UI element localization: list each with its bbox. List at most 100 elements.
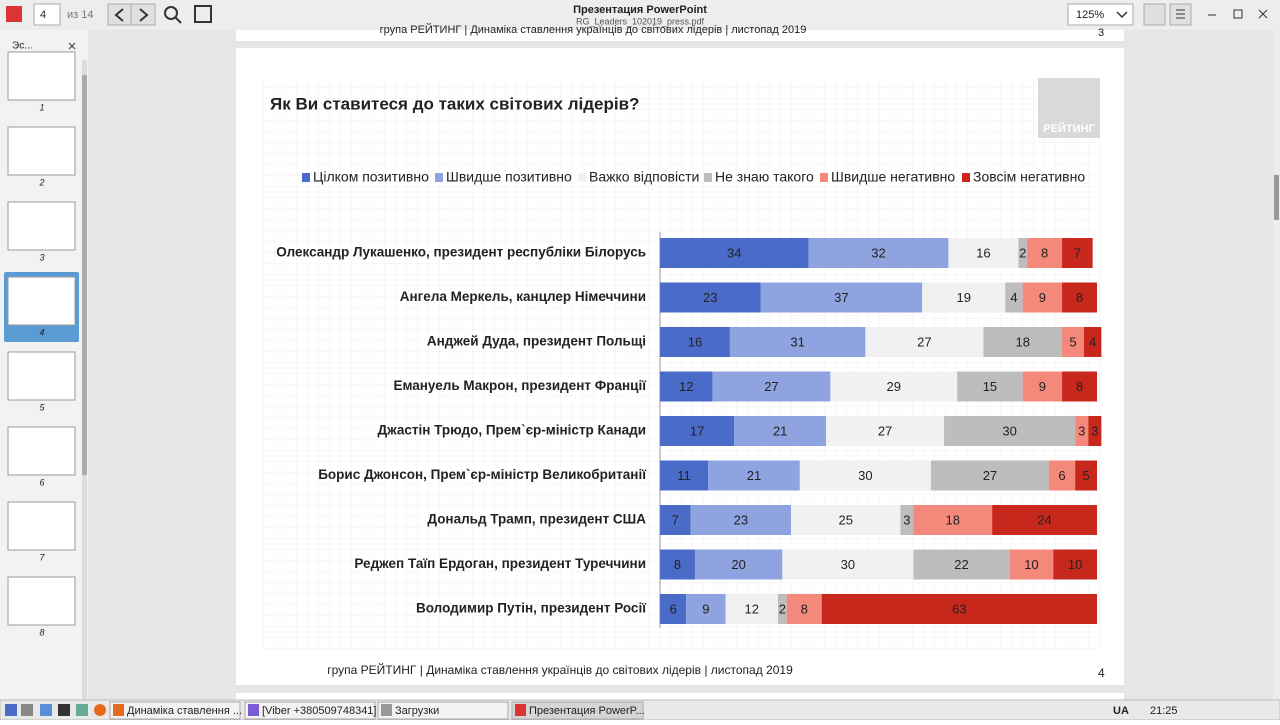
launcher-icon[interactable] (94, 704, 106, 716)
value-label: 21 (747, 468, 761, 483)
bar-segment (1022, 371, 1063, 402)
task-button[interactable] (109, 701, 241, 720)
value-label: 23 (703, 290, 717, 305)
thumbnail[interactable] (7, 201, 76, 251)
bar-segment (660, 460, 709, 491)
bar-segment (900, 505, 914, 535)
search-button[interactable] (164, 6, 178, 20)
file-name: RG_Leaders_102019_press.pdf (576, 16, 705, 26)
sidebar-scroll-thumb[interactable] (82, 75, 87, 475)
value-label: 37 (834, 290, 848, 305)
zoom-select[interactable] (1067, 3, 1134, 26)
bar-segment (992, 505, 1097, 535)
bar-segment (686, 594, 726, 624)
thumbnail-label: 4 (39, 327, 44, 337)
next-button[interactable] (130, 3, 156, 26)
value-label: 63 (952, 601, 966, 616)
bar-segment (660, 549, 695, 580)
bar-segment (791, 505, 901, 535)
bar-segment (1083, 327, 1102, 357)
thumbnail[interactable] (7, 501, 76, 551)
edit-button[interactable] (194, 5, 212, 23)
task-icon (515, 704, 526, 716)
launcher-icon[interactable] (21, 704, 33, 716)
main-scroll-thumb[interactable] (1274, 175, 1279, 220)
bar-segment (913, 505, 993, 535)
menu-icon (1176, 9, 1185, 19)
value-label: 11 (677, 468, 691, 483)
value-label: 24 (1037, 512, 1051, 527)
bar-segment (948, 238, 1019, 268)
value-label: 27 (878, 423, 892, 438)
close-button[interactable] (1258, 9, 1268, 19)
bar-segment (983, 327, 1063, 357)
legend-label: Швидше негативно (831, 169, 955, 185)
thumbnail[interactable] (7, 276, 76, 326)
value-label: 10 (1024, 557, 1038, 572)
category-label: Олександр Лукашенко, президент республік… (276, 245, 646, 260)
task-button[interactable] (511, 701, 644, 720)
settings-button[interactable] (1143, 3, 1166, 26)
clock: 21:25 (1150, 705, 1178, 717)
legend-label: Зовсім негативно (973, 169, 1085, 185)
bar-segment (777, 594, 787, 624)
launcher-icon[interactable] (76, 704, 88, 716)
thumbnail[interactable] (7, 126, 76, 176)
value-label: 27 (764, 379, 778, 394)
thumbnail-label: 7 (39, 552, 45, 562)
thumbnail[interactable] (7, 51, 76, 101)
bar-segment (660, 416, 735, 446)
category-label: Анджей Дуда, президент Польщі (427, 334, 646, 349)
bar-segment (725, 594, 778, 624)
sidebar-close[interactable] (68, 42, 76, 50)
bar-segment (708, 460, 800, 491)
category-label: Володимир Путін, президент Росії (416, 601, 647, 616)
bar-segment (660, 238, 809, 268)
value-label: 30 (858, 468, 872, 483)
bar-segment (1053, 549, 1097, 580)
bar-segment (1005, 282, 1023, 313)
value-label: 7 (672, 512, 679, 527)
launcher-icon[interactable] (40, 704, 52, 716)
value-label: 32 (871, 245, 885, 260)
value-label: 31 (790, 334, 804, 349)
bar-segment (1062, 238, 1093, 268)
value-label: 19 (956, 290, 970, 305)
page-input[interactable] (33, 3, 61, 26)
legend-swatch (302, 173, 310, 182)
thumbnail[interactable] (7, 426, 76, 476)
value-label: 7 (1074, 245, 1081, 260)
category-label: Ангела Меркель, канцлер Німеччини (400, 289, 646, 304)
bar-segment (712, 371, 831, 402)
page-number: 4 (40, 9, 46, 21)
launcher-icon[interactable] (58, 704, 70, 716)
task-button[interactable] (244, 701, 376, 720)
thumbnail[interactable] (7, 576, 76, 626)
thumbnail[interactable] (7, 351, 76, 401)
task-icon (113, 704, 124, 716)
sidebar-tab[interactable]: Эс... (12, 41, 33, 52)
value-label: 23 (734, 512, 748, 527)
bar-segment (1022, 282, 1063, 313)
value-label: 12 (745, 601, 759, 616)
prev-button[interactable] (107, 3, 132, 26)
value-label: 21 (773, 423, 787, 438)
value-label: 15 (983, 379, 997, 394)
value-label: 8 (1076, 290, 1083, 305)
app-icon (6, 6, 22, 22)
thumbnail-label: 2 (38, 177, 44, 187)
start-icon[interactable] (5, 704, 17, 716)
bar-segment (1027, 238, 1063, 268)
value-label: 29 (887, 379, 901, 394)
value-label: 18 (1015, 334, 1029, 349)
legend-swatch (578, 173, 586, 182)
bar-segment (729, 327, 866, 357)
value-label: 5 (1069, 334, 1076, 349)
value-label: 2 (779, 601, 786, 616)
bar-segment (808, 238, 949, 268)
maximize-button[interactable] (1233, 9, 1243, 19)
prev-footer: група РЕЙТИНГ | Динаміка ставлення украї… (380, 23, 807, 36)
value-label: 6 (669, 601, 676, 616)
task-button[interactable] (377, 701, 509, 720)
value-label: 8 (801, 601, 808, 616)
